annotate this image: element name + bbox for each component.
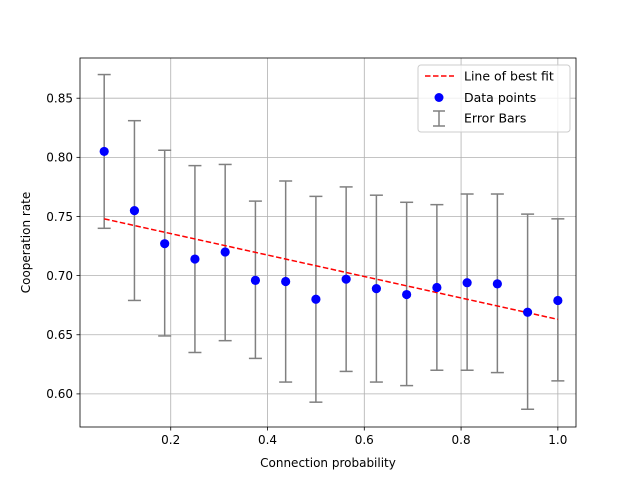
legend-box	[417, 64, 571, 133]
data-point	[462, 278, 472, 288]
x-axis-ticks: 0.2 0.4 0.6 0.8 1.0	[161, 427, 567, 447]
data-point	[160, 239, 170, 249]
data-points	[99, 146, 563, 317]
best-fit-line-path	[104, 218, 559, 321]
y-tick-label: 0.65	[46, 328, 73, 342]
data-point	[432, 282, 442, 293]
legend-label-points: Data points	[464, 90, 536, 105]
legend-points-swatch	[434, 93, 444, 102]
y-tick-label: 0.60	[46, 387, 73, 401]
x-tick-label: 0.2	[161, 433, 180, 447]
data-point	[402, 289, 412, 300]
data-point	[220, 247, 230, 257]
x-tick-label: 0.8	[452, 433, 471, 447]
x-axis-label: Connection probability	[260, 456, 396, 470]
data-point	[281, 276, 291, 287]
best-fit-line	[104, 218, 559, 321]
x-tick-label: 1.0	[548, 433, 567, 447]
y-axis-ticks: 0.60 0.65 0.70 0.75 0.80 0.85	[46, 92, 80, 401]
legend-label-errorbars: Error Bars	[464, 111, 526, 126]
data-point	[129, 205, 140, 216]
data-point	[99, 146, 109, 157]
y-tick-label: 0.80	[46, 151, 73, 165]
y-tick-label: 0.85	[46, 92, 73, 106]
legend-errorbar-swatch	[433, 110, 445, 127]
data-point	[341, 274, 351, 284]
y-axis-label: Cooperation rate	[19, 192, 33, 294]
legend-label-fit: Line of best fit	[464, 69, 554, 84]
data-point	[311, 294, 321, 304]
data-point	[250, 275, 261, 285]
data-point	[371, 284, 381, 294]
data-point	[190, 254, 200, 264]
legend: Line of best fit Data points Error Bars	[417, 64, 571, 133]
data-point	[553, 295, 563, 306]
data-point	[492, 279, 502, 289]
y-tick-label: 0.75	[46, 210, 73, 224]
y-tick-label: 0.70	[46, 269, 73, 283]
x-tick-label: 0.6	[355, 433, 374, 447]
x-tick-label: 0.4	[258, 433, 277, 447]
plot-area-frame	[79, 57, 577, 428]
data-point	[523, 307, 533, 317]
